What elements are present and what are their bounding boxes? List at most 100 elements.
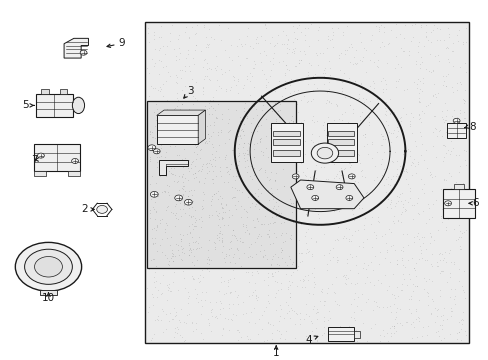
Point: [386, 28, 394, 33]
Point: [249, 238, 257, 244]
Point: [216, 298, 224, 303]
Point: [357, 205, 365, 211]
Point: [238, 239, 245, 245]
Point: [178, 249, 186, 255]
Point: [217, 200, 224, 206]
Point: [424, 37, 431, 43]
Point: [295, 260, 303, 265]
Point: [447, 313, 454, 319]
Point: [198, 218, 205, 224]
Point: [354, 157, 362, 163]
Point: [161, 229, 169, 235]
Point: [239, 247, 246, 252]
Point: [318, 74, 326, 80]
Point: [426, 172, 433, 177]
Point: [260, 276, 267, 282]
Point: [188, 113, 196, 119]
Point: [416, 176, 424, 182]
Point: [301, 211, 309, 217]
Point: [175, 252, 183, 258]
Point: [184, 135, 192, 141]
Point: [222, 164, 230, 170]
Point: [340, 165, 348, 171]
Point: [414, 298, 422, 303]
Point: [226, 154, 234, 160]
Point: [247, 73, 255, 79]
Point: [381, 101, 388, 107]
Point: [184, 194, 192, 200]
Point: [409, 266, 417, 271]
Point: [191, 207, 199, 213]
Point: [256, 195, 264, 201]
Point: [404, 257, 411, 262]
Point: [342, 328, 350, 334]
Point: [286, 234, 294, 239]
Point: [181, 123, 189, 129]
Point: [411, 61, 419, 67]
Point: [191, 109, 199, 114]
Point: [291, 63, 299, 69]
Point: [422, 278, 429, 284]
Point: [277, 131, 285, 136]
Point: [204, 65, 212, 71]
Point: [296, 128, 304, 134]
Point: [243, 240, 251, 246]
Point: [192, 156, 200, 162]
Point: [239, 208, 247, 214]
Point: [414, 236, 422, 242]
Point: [173, 236, 181, 242]
Point: [210, 120, 218, 125]
Point: [408, 114, 416, 120]
Point: [275, 318, 283, 324]
Point: [249, 154, 257, 160]
Point: [283, 133, 291, 139]
Bar: [36, 94, 73, 117]
Point: [370, 253, 378, 258]
Point: [254, 218, 262, 224]
Point: [398, 105, 406, 111]
Point: [368, 307, 376, 313]
Point: [179, 207, 187, 212]
Point: [164, 284, 172, 290]
Point: [252, 293, 260, 299]
Point: [332, 259, 340, 265]
Point: [261, 213, 268, 219]
Point: [283, 50, 290, 56]
Point: [438, 82, 446, 88]
Point: [448, 89, 456, 95]
Point: [423, 201, 431, 207]
Point: [184, 194, 192, 199]
Point: [383, 287, 390, 292]
Point: [317, 332, 325, 338]
Point: [165, 285, 173, 291]
Point: [211, 207, 219, 213]
Point: [428, 93, 436, 99]
Point: [346, 95, 354, 100]
Point: [178, 334, 185, 340]
Point: [446, 286, 454, 292]
Point: [248, 102, 256, 107]
Point: [364, 120, 372, 125]
Point: [427, 188, 435, 193]
Point: [274, 59, 282, 64]
Point: [258, 67, 265, 72]
Point: [376, 22, 384, 28]
Point: [358, 109, 366, 114]
Point: [202, 257, 210, 262]
Point: [313, 52, 321, 58]
Point: [424, 276, 432, 282]
Point: [285, 198, 293, 204]
Point: [320, 298, 328, 304]
Point: [202, 162, 210, 167]
Point: [204, 247, 212, 253]
Point: [315, 298, 323, 304]
Point: [213, 315, 221, 320]
Point: [244, 222, 252, 228]
Point: [237, 210, 244, 215]
Circle shape: [97, 206, 107, 213]
Point: [143, 186, 151, 192]
Point: [178, 134, 185, 140]
Point: [148, 256, 156, 262]
Point: [163, 106, 171, 112]
Point: [159, 309, 167, 314]
